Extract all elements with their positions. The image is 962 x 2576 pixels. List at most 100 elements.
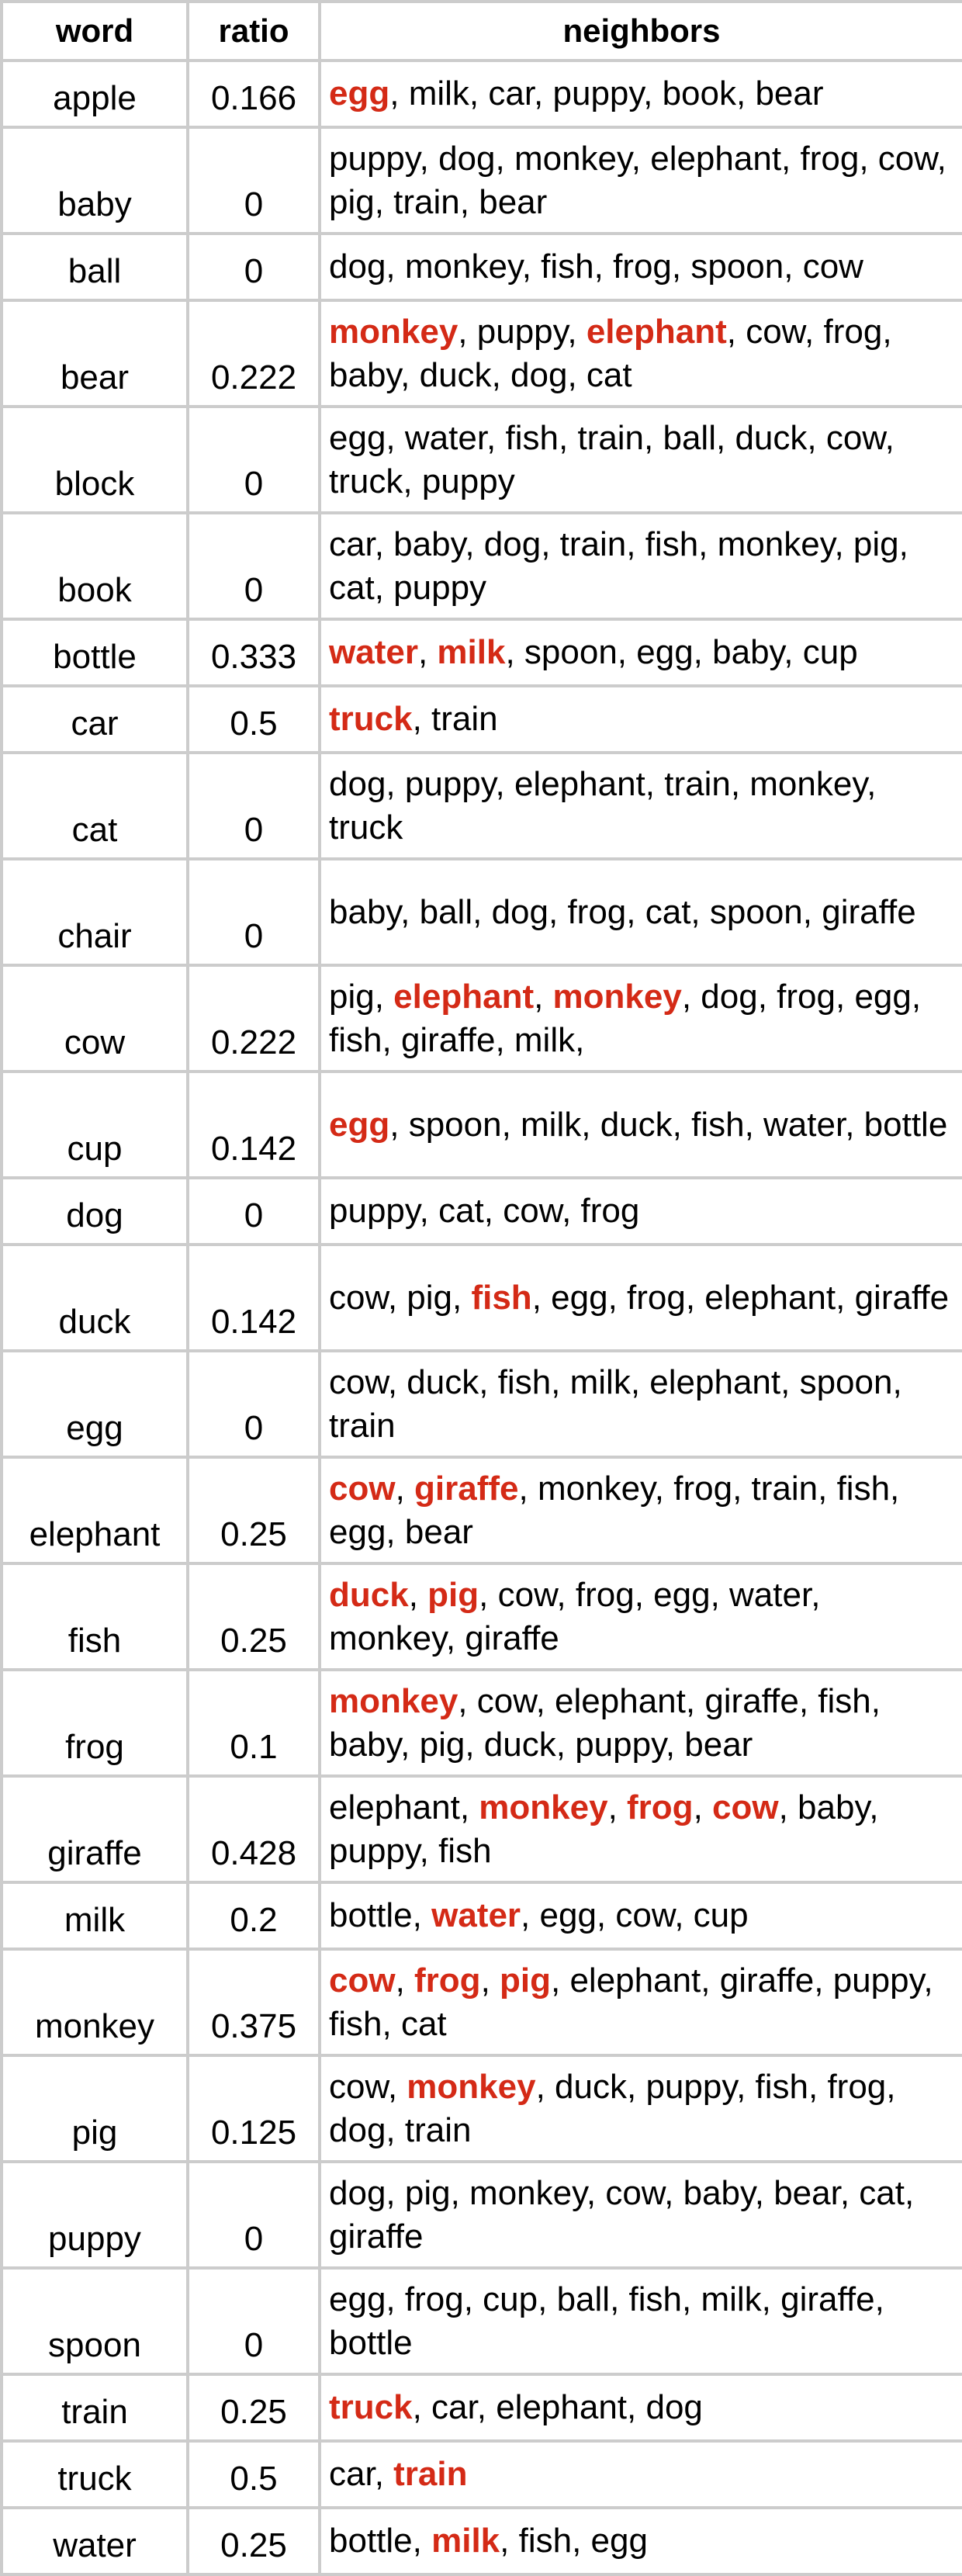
word-cell: cup bbox=[0, 1070, 189, 1179]
neighbor-word: egg bbox=[854, 977, 912, 1016]
neighbor-word: dog bbox=[483, 525, 542, 563]
neighbor-word: duck bbox=[407, 1362, 479, 1401]
neighbor-word: monkey bbox=[329, 1619, 446, 1657]
table-row: cow 0.222 pig, elephant, monkey, dog, frog… bbox=[0, 964, 962, 1073]
neighbors-cell: pig, elephant, monkey, dog, frog, egg, f… bbox=[318, 964, 962, 1073]
neighbor-word-highlighted: train bbox=[393, 2455, 468, 2493]
neighbor-word: bottle bbox=[863, 1105, 948, 1144]
neighbors-cell: cow, pig, fish, egg, frog, elephant, gir… bbox=[318, 1243, 962, 1352]
neighbors-cell: bottle, water, egg, cow, cup bbox=[318, 1881, 962, 1951]
word-cell: dog bbox=[0, 1176, 189, 1246]
neighbor-word: cow bbox=[605, 2173, 665, 2212]
neighbor-word: elephant bbox=[514, 764, 645, 803]
ratio-cell: 0 bbox=[186, 857, 321, 967]
neighbor-word: giraffe bbox=[780, 2280, 875, 2318]
ratio-cell: 0.1 bbox=[186, 1668, 321, 1778]
neighbor-word: puppy bbox=[832, 1961, 924, 2000]
neighbor-word: elephant bbox=[569, 1961, 701, 2000]
word-cell: apple bbox=[0, 59, 189, 129]
table-row: chair 0 baby, ball, dog, frog, cat, spoon,… bbox=[0, 857, 962, 967]
word-cell: chair bbox=[0, 857, 189, 967]
neighbor-word: train bbox=[404, 2110, 472, 2149]
neighbor-word: frog bbox=[823, 312, 883, 351]
neighbor-word: monkey bbox=[537, 1469, 655, 1508]
table-row: milk 0.2 bottle, water, egg, cow, cup bbox=[0, 1881, 962, 1951]
neighbor-word-highlighted: cow bbox=[329, 1469, 396, 1508]
neighbor-word: giraffe bbox=[329, 2217, 424, 2256]
neighbor-word: egg bbox=[551, 1278, 608, 1317]
neighbor-word: frog bbox=[827, 2067, 887, 2106]
table-row: elephant 0.25 cow, giraffe, monkey, frog, … bbox=[0, 1456, 962, 1565]
neighbor-word: cup bbox=[693, 1896, 749, 1934]
word-cell: ball bbox=[0, 232, 189, 302]
neighbors-cell: cow, duck, fish, milk, elephant, spoon, … bbox=[318, 1349, 962, 1459]
neighbor-word: duck bbox=[600, 1105, 673, 1144]
table-row: block 0 egg, water, fish, train, ball, duc… bbox=[0, 405, 962, 514]
neighbor-word: elephant bbox=[496, 2388, 628, 2426]
neighbor-word: frog bbox=[800, 139, 860, 178]
neighbors-cell: monkey, puppy, elephant, cow, frog, baby… bbox=[318, 299, 962, 408]
neighbor-word: baby bbox=[712, 633, 784, 671]
neighbor-word: cat bbox=[400, 2004, 447, 2043]
ratio-cell: 0.166 bbox=[186, 59, 321, 129]
neighbor-word: baby bbox=[329, 355, 401, 394]
neighbor-word: cow bbox=[746, 312, 805, 351]
neighbor-word: cup bbox=[802, 633, 858, 671]
ratio-cell: 0.142 bbox=[186, 1243, 321, 1352]
word-cell: bear bbox=[0, 299, 189, 408]
neighbors-cell: cow, giraffe, monkey, frog, train, fish,… bbox=[318, 1456, 962, 1565]
neighbors-cell: dog, pig, monkey, cow, baby, bear, cat, … bbox=[318, 2160, 962, 2270]
table-row: puppy 0 dog, pig, monkey, cow, baby, bear,… bbox=[0, 2160, 962, 2270]
neighbor-word: milk bbox=[514, 1020, 576, 1059]
ratio-cell: 0.25 bbox=[186, 2373, 321, 2443]
table-row: ball 0 dog, monkey, fish, frog, spoon, cow bbox=[0, 232, 962, 302]
neighbor-word: fish bbox=[497, 1362, 552, 1401]
word-cell: fish bbox=[0, 1562, 189, 1671]
word-cell: frog bbox=[0, 1668, 189, 1778]
table-row: spoon 0 egg, frog, cup, ball, fish, milk, … bbox=[0, 2266, 962, 2376]
neighbor-word-highlighted: pig bbox=[427, 1575, 479, 1614]
neighbor-word: cow bbox=[329, 1362, 388, 1401]
ratio-cell: 0.25 bbox=[186, 1456, 321, 1565]
neighbor-word-highlighted: monkey bbox=[407, 2067, 536, 2106]
trailing-punctuation: , bbox=[575, 1020, 585, 1059]
neighbor-word: bear bbox=[773, 2173, 840, 2212]
neighbors-cell: bottle, milk, fish, egg bbox=[318, 2506, 962, 2576]
neighbor-word: book bbox=[662, 74, 736, 113]
neighbor-word: car bbox=[329, 525, 375, 563]
neighbor-word-highlighted: truck bbox=[329, 700, 413, 738]
neighbor-word: baby bbox=[329, 892, 401, 931]
neighbor-word: frog bbox=[567, 892, 627, 931]
table-row: duck 0.142 cow, pig, fish, egg, frog, elep… bbox=[0, 1243, 962, 1352]
neighbor-word: puppy bbox=[404, 764, 496, 803]
neighbor-word: egg bbox=[329, 418, 386, 457]
neighbor-word-highlighted: fish bbox=[471, 1278, 532, 1317]
neighbor-word: giraffe bbox=[822, 892, 916, 931]
ratio-cell: 0 bbox=[186, 126, 321, 235]
neighbor-word: train bbox=[393, 182, 460, 221]
neighbor-word: cow bbox=[476, 1681, 536, 1720]
neighbor-word: puppy bbox=[393, 568, 487, 607]
neighbor-word: frog bbox=[627, 1278, 686, 1317]
table-row: frog 0.1 monkey, cow, elephant, giraffe, f… bbox=[0, 1668, 962, 1778]
neighbor-word: fish bbox=[645, 525, 699, 563]
neighbors-cell: egg, spoon, milk, duck, fish, water, bot… bbox=[318, 1070, 962, 1179]
ratio-cell: 0 bbox=[186, 405, 321, 514]
neighbor-word: puppy bbox=[575, 1725, 666, 1764]
neighbor-word-highlighted: frog bbox=[627, 1788, 694, 1826]
table-row: egg 0 cow, duck, fish, milk, elephant, spo… bbox=[0, 1349, 962, 1459]
neighbors-cell: car, baby, dog, train, fish, monkey, pig… bbox=[318, 511, 962, 621]
neighbor-word: bottle bbox=[329, 2323, 413, 2362]
neighbor-word-highlighted: pig bbox=[500, 1961, 551, 2000]
neighbor-word: cow bbox=[825, 418, 885, 457]
table-row: bear 0.222 monkey, puppy, elephant, cow, f… bbox=[0, 299, 962, 408]
table-row: bottle 0.333 water, milk, spoon, egg, baby… bbox=[0, 618, 962, 687]
ratio-cell: 0 bbox=[186, 1176, 321, 1246]
neighbor-word: giraffe bbox=[719, 1961, 815, 2000]
word-cell: puppy bbox=[0, 2160, 189, 2270]
neighbor-word: puppy bbox=[329, 139, 420, 178]
ratio-cell: 0.125 bbox=[186, 2054, 321, 2163]
neighbor-word: puppy bbox=[552, 74, 644, 113]
neighbor-word: cow bbox=[802, 248, 863, 286]
neighbor-word: puppy bbox=[645, 2067, 737, 2106]
